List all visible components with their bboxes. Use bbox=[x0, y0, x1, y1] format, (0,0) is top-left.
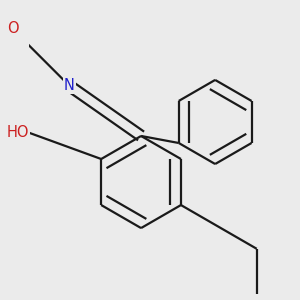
Text: N: N bbox=[64, 78, 75, 93]
Text: O: O bbox=[7, 21, 18, 36]
Text: HO: HO bbox=[6, 125, 29, 140]
